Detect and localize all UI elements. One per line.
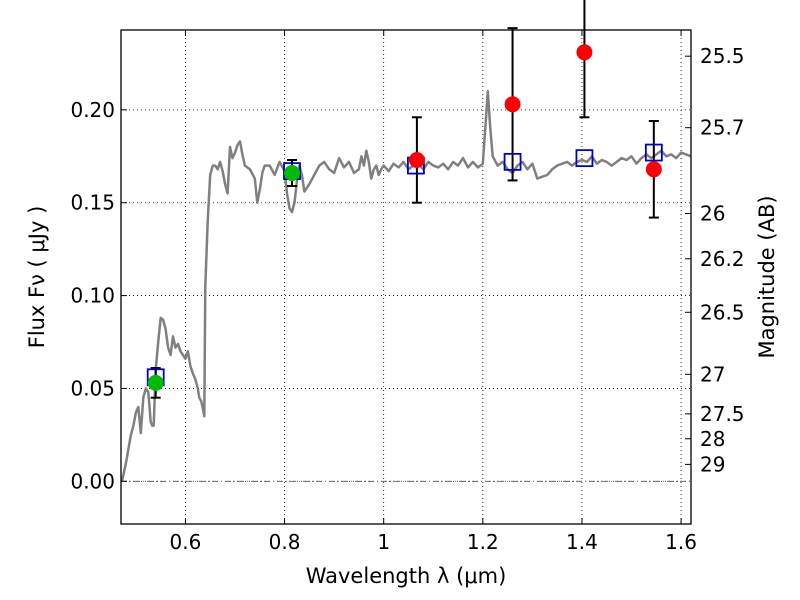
bandpass-square-marker	[503, 152, 522, 171]
y-tick-label: 0.20	[70, 98, 115, 122]
detection-nir-point	[576, 44, 593, 61]
right-tick-label: 29	[700, 452, 725, 476]
spectrum-line	[120, 90, 692, 482]
right-tick-label: 27.5	[700, 402, 745, 426]
y-tick-label: 0.10	[70, 284, 115, 308]
plot-frame	[120, 29, 692, 525]
x-tick-label: 1.4	[566, 530, 598, 554]
ticks: 0.6 0.8 1 1.2 1.4 1.6 0.00 0.05 0.10 0.15 0.20 25.5…	[70, 30, 745, 554]
detection-nir-point	[408, 152, 425, 168]
x-tick-label: 0.6	[170, 530, 202, 554]
right-tick-label: 28	[700, 427, 725, 451]
right-tick-label: 26.5	[700, 300, 745, 324]
right-tick-label: 26.2	[700, 247, 745, 271]
x-tick-label: 1.6	[665, 530, 697, 554]
right-tick-label: 27	[700, 362, 725, 386]
right-tick-label: 25.5	[700, 44, 745, 68]
y-tick-label: 0.05	[70, 376, 115, 400]
x-tick-label: 0.8	[269, 530, 301, 554]
model-spectrum	[120, 90, 692, 482]
x-tick-label: 1	[377, 530, 390, 554]
right-axis-label: Magnitude (AB)	[755, 195, 779, 358]
detection-optical-point	[284, 165, 300, 181]
right-tick-label: 26	[700, 201, 725, 225]
y-tick-label: 0.15	[70, 191, 115, 215]
y-axis-label: Flux Fν ( μJy )	[25, 206, 49, 349]
bandpass-square-marker	[575, 149, 594, 168]
y-tick-label: 0.00	[70, 469, 115, 493]
detection-nir-point	[504, 96, 521, 113]
detection-nir-point	[645, 161, 662, 178]
right-tick-label: 25.7	[700, 116, 745, 140]
x-axis-label: Wavelength λ (μm)	[306, 564, 507, 588]
x-tick-label: 1.2	[467, 530, 499, 554]
detection-optical-point	[147, 374, 164, 391]
grid	[121, 30, 691, 524]
bandpass-square-marker	[644, 143, 663, 162]
data-markers	[146, 44, 663, 391]
